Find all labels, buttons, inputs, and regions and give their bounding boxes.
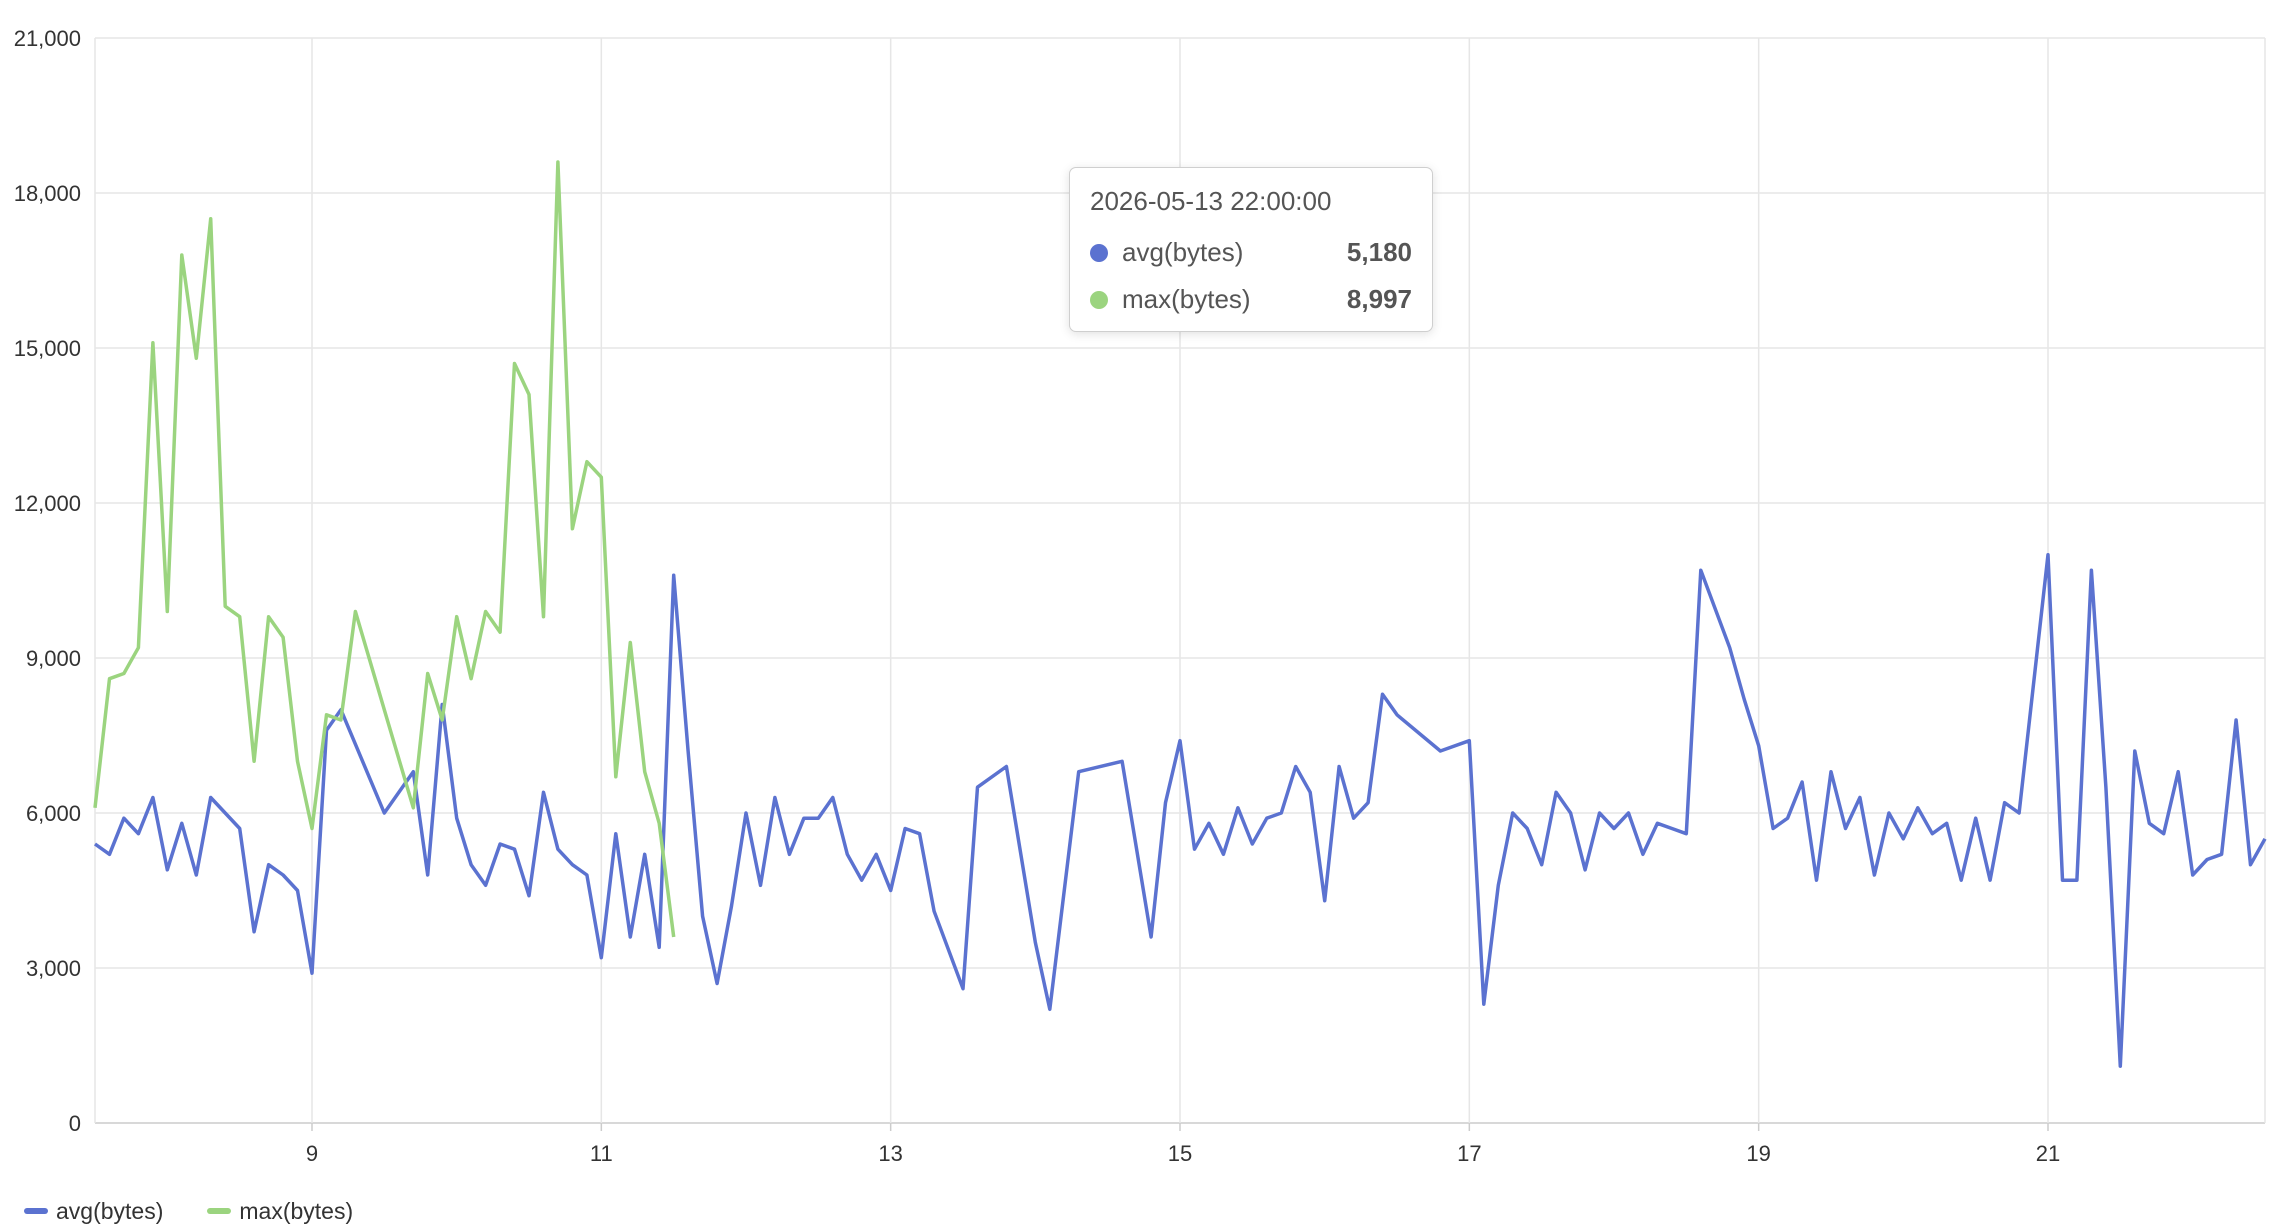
tooltip: 2026-05-13 22:00:00 avg(bytes) 5,180 max… <box>1069 167 1433 332</box>
max-swatch-icon <box>207 1208 232 1214</box>
legend-item-avg[interactable]: avg(bytes) <box>24 1198 163 1225</box>
series-lines <box>93 160 2267 1068</box>
tooltip-title: 2026-05-13 22:00:00 <box>1090 186 1332 216</box>
avg-dot-icon <box>1090 243 1108 262</box>
x-axis: 9 11 13 15 17 19 21 <box>306 1141 2060 1166</box>
y-axis: 0 3,000 6,000 9,000 12,000 15,000 18,000 21,000 <box>14 26 81 1136</box>
x-tick-label: 21 <box>2036 1141 2060 1166</box>
series-line-max <box>93 160 676 938</box>
y-tick-label: 3,000 <box>26 956 81 981</box>
legend-label: avg(bytes) <box>56 1197 164 1224</box>
avg-swatch-icon <box>24 1208 48 1214</box>
tooltip-row-name: avg(bytes) <box>1122 237 1244 267</box>
y-tick-label: 9,000 <box>26 646 81 671</box>
x-tick-label: 13 <box>878 1141 902 1166</box>
series-line-avg <box>93 552 2267 1068</box>
y-tick-label: 12,000 <box>14 491 81 516</box>
max-dot-icon <box>1090 290 1108 309</box>
legend: avg(bytes) max(bytes) <box>24 1196 353 1226</box>
tooltip-row-avg: avg(bytes) 5,180 <box>1090 237 1412 268</box>
x-tick-label: 15 <box>1168 1141 1192 1166</box>
y-tick-label: 0 <box>69 1111 81 1136</box>
y-tick-label: 15,000 <box>14 336 81 361</box>
y-tick-label: 21,000 <box>14 26 81 51</box>
legend-label: max(bytes) <box>239 1197 354 1224</box>
tooltip-row-name: max(bytes) <box>1122 284 1251 314</box>
tooltip-row-value: 8,997 <box>1346 284 1412 314</box>
y-tick-label: 6,000 <box>26 801 81 826</box>
tooltip-row-max: max(bytes) 8,997 <box>1090 284 1412 315</box>
tooltip-row-value: 5,180 <box>1346 237 1412 267</box>
x-tick-label: 11 <box>590 1141 613 1166</box>
x-tick-label: 9 <box>306 1141 318 1166</box>
x-tick-label: 19 <box>1746 1141 1770 1166</box>
legend-item-max[interactable]: max(bytes) <box>207 1198 353 1225</box>
y-tick-label: 18,000 <box>14 181 81 206</box>
x-tick-label: 17 <box>1457 1141 1481 1166</box>
